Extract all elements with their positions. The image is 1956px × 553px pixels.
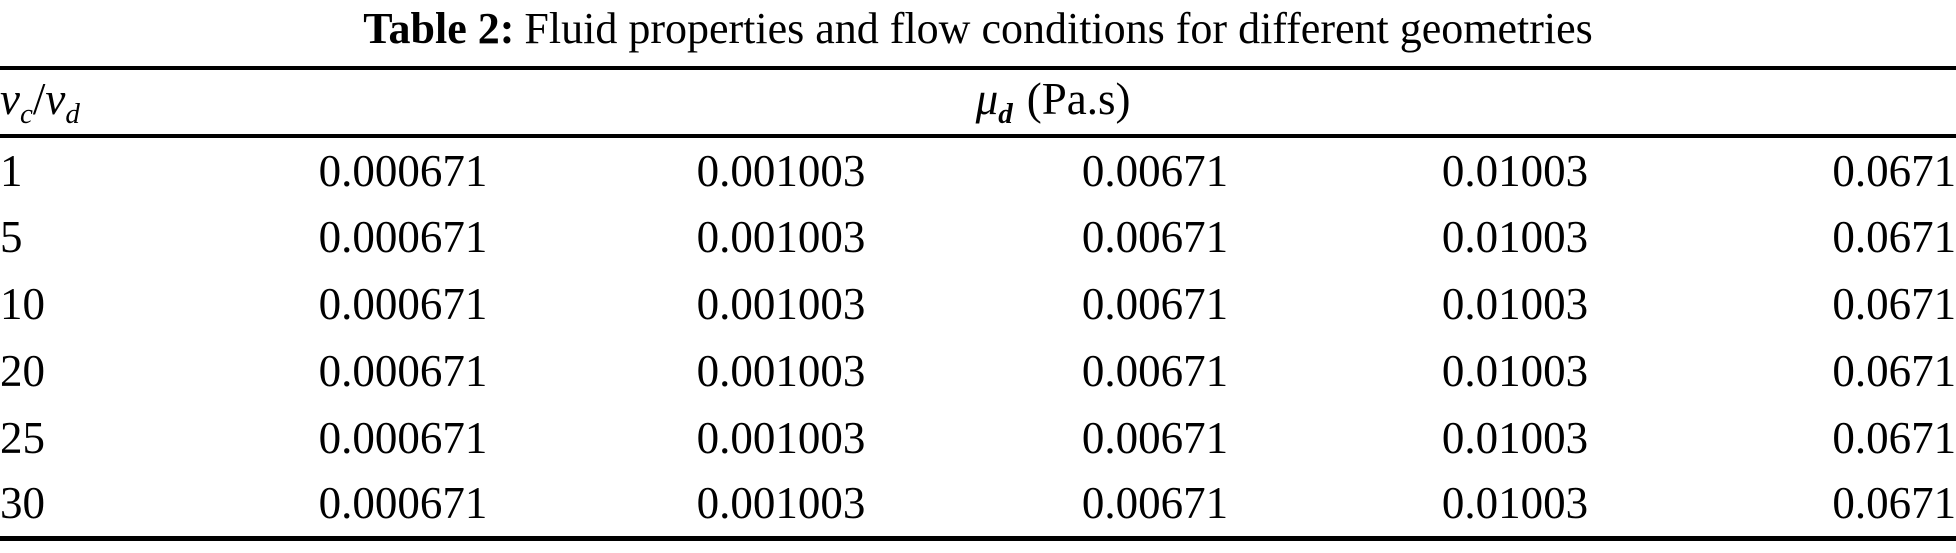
- table-row: 25 0.000671 0.001003 0.00671 0.01003 0.0…: [0, 404, 1956, 471]
- value-cell: 0.01003: [1441, 211, 1589, 262]
- velocity-ratio-symbol: v: [0, 74, 20, 124]
- viscosity-unit: (Pa.s): [1026, 74, 1131, 124]
- ratio-cell: 20: [0, 345, 45, 396]
- ratio-cell: 10: [0, 278, 45, 329]
- value-cell: 0.001003: [696, 345, 866, 396]
- value-cell: 0.0671: [1832, 345, 1956, 396]
- value-cell: 0.01003: [1441, 478, 1589, 529]
- caption-text: Fluid properties and flow conditions for…: [524, 4, 1593, 53]
- table-row: 20 0.000671 0.001003 0.00671 0.01003 0.0…: [0, 337, 1956, 404]
- table-row: 1 0.000671 0.001003 0.00671 0.01003 0.06…: [0, 136, 1956, 203]
- value-cell: 0.00671: [1081, 478, 1229, 529]
- velocity-ratio-header: vc/vd: [0, 68, 150, 138]
- value-cell: 0.01003: [1441, 278, 1589, 329]
- table-row: 5 0.000671 0.001003 0.00671 0.01003 0.06…: [0, 203, 1956, 270]
- value-cell: 0.0671: [1832, 211, 1956, 262]
- value-cell: 0.00671: [1081, 211, 1229, 262]
- value-cell: 0.000671: [318, 278, 488, 329]
- caption-label: Table 2:: [363, 4, 515, 53]
- table-caption: Table 2: Fluid properties and flow condit…: [0, 0, 1956, 62]
- value-cell: 0.000671: [318, 412, 488, 463]
- mu-symbol: μ: [975, 74, 999, 124]
- ratio-cell: 5: [0, 211, 23, 262]
- value-cell: 0.001003: [696, 278, 866, 329]
- viscosity-header: μd (Pa.s): [150, 68, 1956, 138]
- value-cell: 0.001003: [696, 145, 866, 196]
- table-row: 10 0.000671 0.001003 0.00671 0.01003 0.0…: [0, 270, 1956, 337]
- ratio-cell: 30: [0, 478, 45, 529]
- value-cell: 0.01003: [1441, 345, 1589, 396]
- value-cell: 0.00671: [1081, 345, 1229, 396]
- value-cell: 0.0671: [1832, 412, 1956, 463]
- value-cell: 0.001003: [696, 412, 866, 463]
- value-cell: 0.000671: [318, 211, 488, 262]
- fluid-properties-table: vc/vd μd (Pa.s) 1 0.000671 0.001003 0.006…: [0, 66, 1956, 541]
- value-cell: 0.001003: [696, 478, 866, 529]
- value-cell: 0.00671: [1081, 145, 1229, 196]
- value-cell: 0.00671: [1081, 412, 1229, 463]
- value-cell: 0.0671: [1832, 278, 1956, 329]
- value-cell: 0.01003: [1441, 145, 1589, 196]
- ratio-cell: 1: [0, 145, 23, 196]
- value-cell: 0.000671: [318, 478, 488, 529]
- value-cell: 0.0671: [1832, 478, 1956, 529]
- value-cell: 0.0671: [1832, 145, 1956, 196]
- table-row: 30 0.000671 0.001003 0.00671 0.01003 0.0…: [0, 471, 1956, 538]
- value-cell: 0.00671: [1081, 278, 1229, 329]
- header-row: vc/vd μd (Pa.s): [0, 68, 1956, 138]
- ratio-cell: 25: [0, 412, 45, 463]
- value-cell: 0.01003: [1441, 412, 1589, 463]
- value-cell: 0.000671: [318, 145, 488, 196]
- value-cell: 0.001003: [696, 211, 866, 262]
- value-cell: 0.000671: [318, 345, 488, 396]
